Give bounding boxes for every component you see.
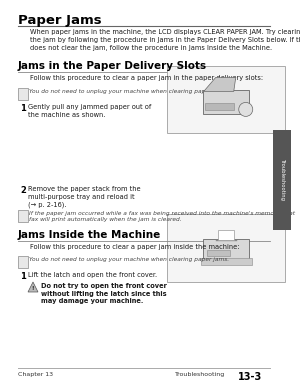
FancyBboxPatch shape: [205, 103, 234, 110]
Polygon shape: [218, 230, 234, 240]
Text: Chapter 13: Chapter 13: [18, 372, 53, 377]
FancyBboxPatch shape: [207, 249, 230, 256]
Bar: [167, 66, 285, 133]
Text: You do not need to unplug your machine when clearing paper jams.: You do not need to unplug your machine w…: [29, 257, 229, 262]
Text: 13-3: 13-3: [238, 372, 262, 382]
Text: !: !: [32, 286, 34, 291]
Text: Do not try to open the front cover
without lifting the latch since this
may dama: Do not try to open the front cover witho…: [41, 283, 167, 305]
Text: Paper Jams: Paper Jams: [18, 14, 102, 27]
Text: You do not need to unplug your machine when clearing paper jams.: You do not need to unplug your machine w…: [29, 89, 229, 94]
Circle shape: [239, 102, 253, 117]
Text: Follow this procedure to clear a paper jam inside the machine:: Follow this procedure to clear a paper j…: [30, 244, 239, 250]
Text: Jams in the Paper Delivery Slots: Jams in the Paper Delivery Slots: [18, 61, 207, 71]
FancyBboxPatch shape: [17, 256, 28, 267]
Polygon shape: [204, 78, 236, 91]
Polygon shape: [28, 282, 38, 292]
Text: When paper jams in the machine, the LCD displays CLEAR PAPER JAM. Try clearing
t: When paper jams in the machine, the LCD …: [30, 29, 300, 51]
Text: 1: 1: [20, 272, 26, 281]
Text: Remove the paper stack from the
multi-purpose tray and reload it
(→ p. 2-16).: Remove the paper stack from the multi-pu…: [28, 186, 141, 208]
FancyBboxPatch shape: [201, 257, 252, 264]
FancyBboxPatch shape: [203, 90, 249, 114]
Text: Troubleshooting: Troubleshooting: [280, 159, 284, 201]
Bar: [167, 214, 285, 282]
Text: If the paper jam occurred while a fax was being received into the machine's memo: If the paper jam occurred while a fax wa…: [29, 211, 295, 222]
Bar: [273, 130, 291, 230]
Text: 1: 1: [20, 104, 26, 113]
Text: Lift the latch and open the front cover.: Lift the latch and open the front cover.: [28, 272, 157, 278]
Text: Follow this procedure to clear a paper jam in the paper delivery slots:: Follow this procedure to clear a paper j…: [30, 75, 263, 81]
Text: Troubleshooting: Troubleshooting: [175, 372, 225, 377]
FancyBboxPatch shape: [17, 210, 28, 222]
Text: Jams Inside the Machine: Jams Inside the Machine: [18, 230, 161, 240]
Text: 2: 2: [20, 186, 26, 195]
Text: Gently pull any jammed paper out of
the machine as shown.: Gently pull any jammed paper out of the …: [28, 104, 151, 118]
FancyBboxPatch shape: [203, 239, 249, 259]
FancyBboxPatch shape: [17, 88, 28, 100]
